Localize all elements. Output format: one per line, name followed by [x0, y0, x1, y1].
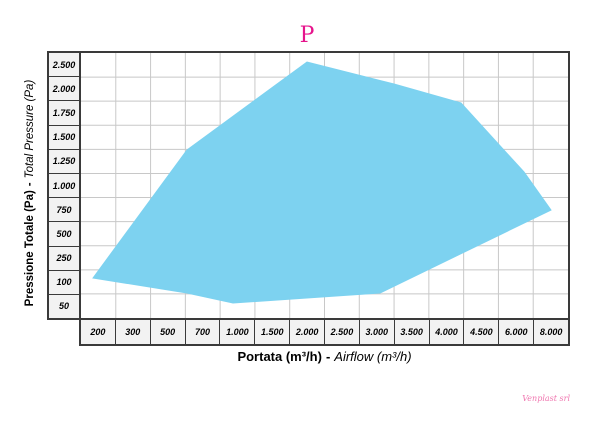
x-tick-label: 3.000	[358, 320, 394, 344]
x-tick-label: 4.000	[428, 320, 464, 344]
plot-area	[79, 51, 570, 320]
x-tick-label: 200	[90, 327, 106, 337]
y-tick-label: 2.500	[52, 59, 76, 70]
x-axis-title-separator: -	[325, 349, 331, 364]
x-tick-label: 3.500	[393, 320, 429, 344]
x-tick-label: 500	[149, 320, 185, 344]
x-tick-label: 700	[184, 320, 220, 344]
y-tick-label: 500	[49, 221, 79, 245]
x-axis-title-italian: Portata (m³/h)	[237, 349, 322, 364]
y-tick-label: 250	[49, 245, 79, 270]
y-tick-label: 1.000	[49, 172, 79, 197]
x-tick-label: 6.000	[498, 320, 533, 344]
y-axis-title-separator: -	[24, 182, 36, 187]
x-tick-label: 1.500	[254, 320, 289, 344]
vendor-watermark: Venplast srl	[522, 394, 570, 403]
y-tick-label: 1.750	[49, 100, 79, 124]
x-tick-label: 2.000	[289, 320, 324, 344]
y-tick-label: 50	[49, 293, 79, 318]
x-axis-tick-labels: 200 300 500 700 1.000 1.500 2.000 2.500 3.000 3.5…	[79, 318, 570, 346]
x-tick-label: 2.500	[324, 320, 359, 344]
x-tick-label: 1.000	[219, 320, 254, 344]
operating-envelope-polygon	[92, 61, 552, 304]
y-tick-label: 750	[49, 197, 79, 221]
y-axis-tick-labels: 2.500 2.000 1.750 1.500 1.250 1.000 750 500 250 1…	[47, 51, 81, 320]
x-tick-label: 300	[114, 320, 150, 344]
y-tick-label: 100	[49, 269, 79, 294]
y-axis-title-italian: Pressione Totale (Pa)	[24, 190, 36, 307]
y-tick-label: 2.000	[49, 76, 79, 100]
x-axis-title: Portata (m³/h) - Airflow (m³/h)	[79, 349, 570, 364]
y-axis-title-english: Total Pressure (Pa)	[24, 79, 36, 179]
x-tick-label: 4.500	[463, 320, 498, 344]
plot-grid-svg	[81, 53, 568, 318]
x-tick-label: 8.000	[533, 320, 568, 344]
chart-title: P	[299, 23, 315, 48]
y-tick-label: 1.250	[49, 148, 79, 173]
y-tick-label: 1.500	[49, 124, 79, 149]
x-axis-title-english: Airflow (m³/h)	[334, 349, 412, 364]
y-axis-title: Pressione Totale (Pa) - Total Pressure (Pa…	[24, 43, 42, 343]
